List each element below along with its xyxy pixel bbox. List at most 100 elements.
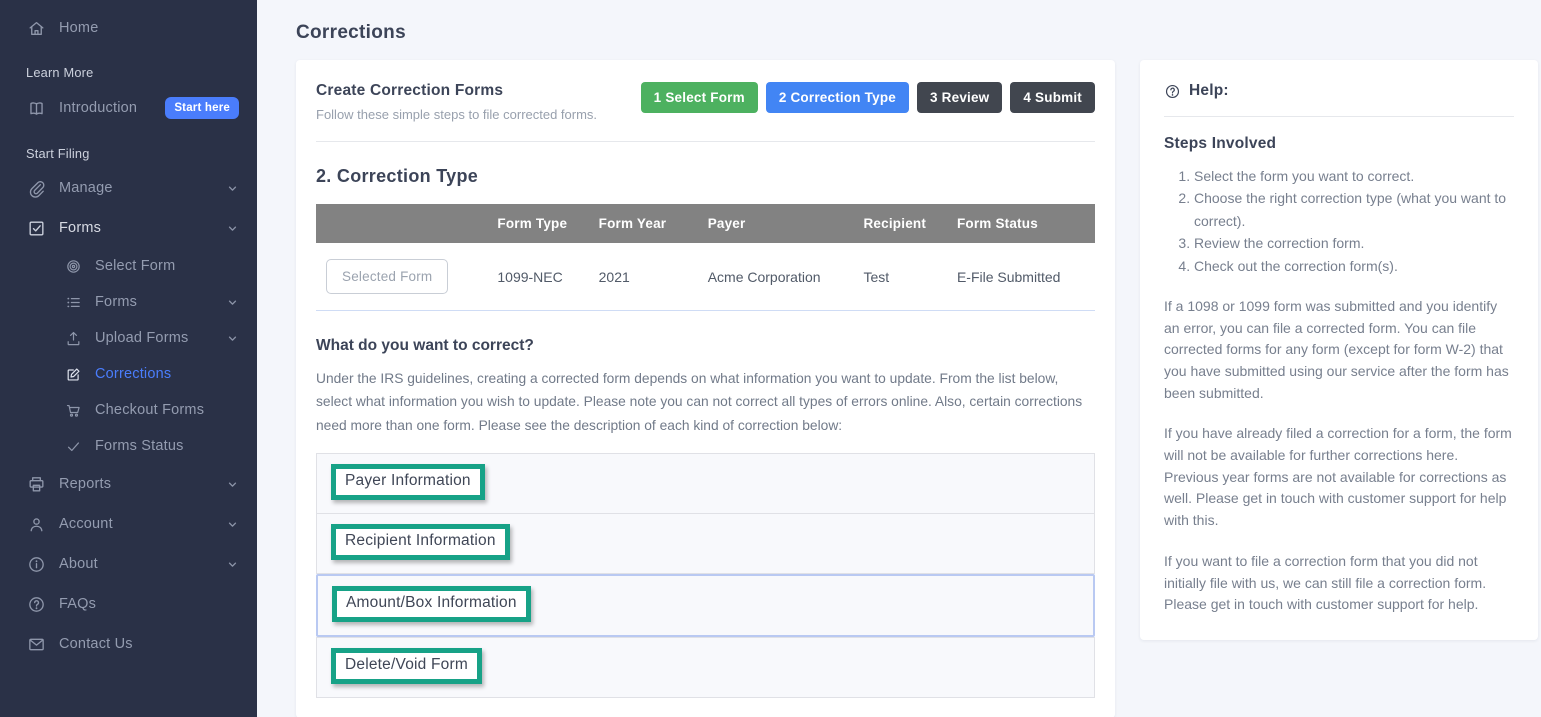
divider: [1164, 116, 1514, 117]
table-cell-form-year: 2021: [588, 243, 698, 311]
sidebar-item-account[interactable]: Account: [0, 504, 257, 544]
steps-involved-heading: Steps Involved: [1164, 135, 1277, 152]
correction-option-amount-box-information[interactable]: Amount/Box Information: [316, 574, 1095, 638]
sidebar-item-label: About: [59, 556, 98, 572]
sidebar-item-label: Home: [59, 20, 99, 36]
correction-option-payer-information[interactable]: Payer Information: [316, 453, 1095, 515]
chevron-down-icon: [226, 478, 239, 491]
check-square-icon: [26, 218, 46, 238]
help-title: Help:: [1189, 82, 1229, 99]
correct-description: Under the IRS guidelines, creating a cor…: [316, 371, 1083, 433]
sidebar-item-label: Select Form: [95, 258, 176, 274]
cart-icon: [64, 401, 82, 419]
wizard-stepper: 1 Select Form 2 Correction Type 3 Review 4 …: [640, 82, 1095, 113]
correction-option-label[interactable]: Payer Information: [331, 464, 485, 501]
table-header-form-status: Form Status: [946, 204, 1095, 243]
sidebar-item-faqs[interactable]: FAQs: [0, 584, 257, 624]
correct-question-heading: What do you want to correct?: [316, 337, 534, 354]
table-cell-form-status: E-File Submitted: [946, 243, 1095, 311]
page-title: Corrections: [296, 22, 406, 43]
sidebar-section-learn-more: Learn More: [26, 65, 94, 80]
sidebar-item-home[interactable]: Home: [0, 8, 257, 48]
steps-involved-list: Select the form you want to correct.Choo…: [1164, 165, 1514, 277]
edit-icon: [64, 365, 82, 383]
sidebar-item-label: Reports: [59, 476, 112, 492]
table-cell-payer: Acme Corporation: [697, 243, 854, 311]
sidebar-item-label: Corrections: [95, 366, 172, 382]
chevron-down-icon: [226, 182, 239, 195]
selected-form-button[interactable]: Selected Form: [326, 259, 449, 294]
sidebar-item-forms[interactable]: Forms: [0, 208, 257, 248]
question-icon: [26, 594, 46, 614]
list-icon: [64, 293, 82, 311]
sidebar-item-label: Forms Status: [95, 438, 184, 454]
correction-option-label[interactable]: Recipient Information: [331, 524, 510, 561]
sidebar-item-about[interactable]: About: [0, 544, 257, 584]
help-question-icon: [1164, 83, 1181, 100]
table-row: Selected Form 1099-NEC 2021 Acme Corporatio…: [316, 243, 1095, 311]
correction-option-label[interactable]: Amount/Box Information: [332, 586, 531, 623]
wizard-step-4-button[interactable]: 4 Submit: [1010, 82, 1095, 113]
table-cell-recipient: Test: [853, 243, 947, 311]
mail-icon: [26, 634, 46, 654]
sidebar-item-contact-us[interactable]: Contact Us: [0, 624, 257, 664]
correction-type-heading: 2. Correction Type: [316, 166, 479, 186]
table-header-form-type: Form Type: [487, 204, 589, 243]
printer-icon: [26, 474, 46, 494]
home-icon: [26, 18, 46, 38]
table-header-recipient: Recipient: [853, 204, 947, 243]
help-step-item: Check out the correction form(s).: [1194, 255, 1514, 277]
sidebar-item-label: Manage: [59, 180, 113, 196]
table-header-blank: [316, 204, 488, 243]
table-cell-form-type: 1099-NEC: [487, 243, 589, 311]
sidebar-item-reports[interactable]: Reports: [0, 464, 257, 504]
sidebar-item-label: Upload Forms: [95, 330, 189, 346]
correction-option-recipient-information[interactable]: Recipient Information: [316, 514, 1095, 575]
wizard-step-3-button[interactable]: 3 Review: [917, 82, 1003, 113]
start-here-badge[interactable]: Start here: [165, 97, 239, 119]
sidebar-item-label: Contact Us: [59, 636, 133, 652]
sidebar-item-manage[interactable]: Manage: [0, 168, 257, 208]
table-header-form-year: Form Year: [588, 204, 698, 243]
wizard-step-1-button[interactable]: 1 Select Form: [640, 82, 758, 113]
sidebar-item-forms-status[interactable]: Forms Status: [0, 428, 257, 464]
upload-icon: [64, 329, 82, 347]
correction-wizard-card: Create Correction Forms Follow these sim…: [296, 60, 1115, 717]
sidebar-item-label: Checkout Forms: [95, 402, 205, 418]
divider: [316, 141, 1095, 142]
chevron-down-icon: [226, 518, 239, 531]
help-paragraph: If a 1098 or 1099 form was submitted and…: [1164, 297, 1509, 401]
paperclip-icon: [26, 178, 46, 198]
help-paragraph: If you want to file a correction form th…: [1164, 552, 1487, 613]
target-icon: [64, 257, 82, 275]
check-icon: [64, 437, 82, 455]
book-icon: [26, 98, 46, 118]
info-icon: [26, 554, 46, 574]
help-panel: Help: Steps Involved Select the form you…: [1140, 60, 1538, 640]
sidebar-item-checkout-forms[interactable]: Checkout Forms: [0, 392, 257, 428]
wizard-subtitle: Follow these simple steps to file correc…: [316, 107, 598, 122]
sidebar-item-select-form[interactable]: Select Form: [0, 248, 257, 284]
sidebar-item-label: Forms: [95, 294, 138, 310]
help-step-item: Choose the right correction type (what y…: [1194, 187, 1514, 232]
chevron-down-icon: [226, 222, 239, 235]
correction-options-list: Payer Information Recipient Information Am…: [316, 453, 1095, 699]
selected-form-table: Form Type Form Year Payer Recipient Form Sta…: [316, 204, 1095, 311]
chevron-down-icon: [226, 332, 239, 345]
sidebar-item-forms[interactable]: Forms: [0, 284, 257, 320]
chevron-down-icon: [226, 558, 239, 571]
sidebar: Home Learn More Introduction Start here Star…: [0, 0, 257, 717]
sidebar-item-corrections[interactable]: Corrections: [0, 356, 257, 392]
sidebar-item-upload-forms[interactable]: Upload Forms: [0, 320, 257, 356]
help-paragraph: If you have already filed a correction f…: [1164, 425, 1512, 529]
sidebar-item-introduction[interactable]: Introduction Start here: [0, 87, 257, 129]
correction-option-label[interactable]: Delete/Void Form: [331, 648, 482, 685]
user-icon: [26, 514, 46, 534]
sidebar-item-label: Forms: [59, 220, 102, 236]
wizard-step-2-button[interactable]: 2 Correction Type: [765, 82, 909, 113]
sidebar-item-label: Account: [59, 516, 113, 532]
sidebar-item-label: Introduction: [59, 100, 138, 116]
correction-option-delete-void-form[interactable]: Delete/Void Form: [316, 637, 1095, 699]
sidebar-item-label: FAQs: [59, 596, 97, 612]
help-step-item: Select the form you want to correct.: [1194, 165, 1514, 187]
